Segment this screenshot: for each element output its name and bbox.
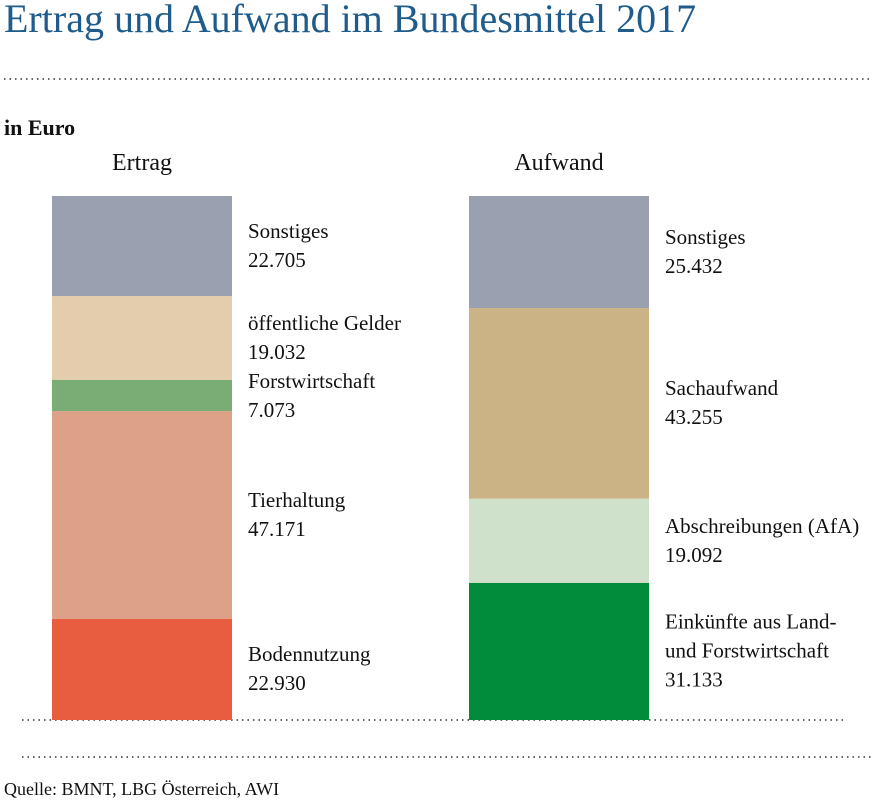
value-label: 22.705 xyxy=(248,248,306,273)
segment-label: Sachaufwand 43.255 xyxy=(665,374,865,432)
segment-label: Forstwirtschaft 7.073 xyxy=(248,367,448,425)
chart-title: Ertrag und Aufwand im Bundesmittel 2017 xyxy=(4,0,696,41)
legend-name: Bodennutzung xyxy=(248,642,371,667)
legend-name: Forstwirtschaft xyxy=(248,368,376,393)
bar-segment xyxy=(52,196,232,297)
value-label: 19.032 xyxy=(248,339,306,364)
legend-name: Sonstiges xyxy=(248,219,329,244)
value-label: 47.171 xyxy=(248,517,306,542)
segment-label: Bodennutzung 22.930 xyxy=(248,640,448,698)
legend-name: Sonstiges xyxy=(665,225,746,250)
bar-segment xyxy=(52,618,232,720)
value-label: 25.432 xyxy=(665,254,723,279)
segment-label: öffentliche Gelder 19.032 xyxy=(248,309,448,367)
legend-name: Sachaufwand xyxy=(665,376,779,401)
segment-label: Abschreibungen (AfA) 19.092 xyxy=(665,512,865,570)
segment-label: Sonstiges 22.705 xyxy=(248,217,448,275)
legend-name: Abschreibungen (AfA) xyxy=(665,513,860,538)
value-label: 7.073 xyxy=(248,397,296,422)
bar-segment xyxy=(469,308,649,499)
legend-name: Einkünfte aus Land- und Forst­wirtschaft xyxy=(665,609,837,663)
bar-segment xyxy=(469,196,649,309)
category-label: Aufwand xyxy=(514,150,603,176)
legend-name: öffentliche Gelder xyxy=(248,310,401,335)
segment-label: Sonstiges 25.432 xyxy=(665,223,865,281)
category-label: Ertrag xyxy=(112,150,172,176)
segment-label: Tierhaltung 47.171 xyxy=(248,486,448,544)
source: Quelle: BMNT, LBG Österreich, AWI xyxy=(4,779,279,799)
legend-name: Tierhaltung xyxy=(248,488,346,513)
segment-label: Einkünfte aus Land- und Forst­wirtschaft… xyxy=(665,608,865,695)
value-label: 31.133 xyxy=(665,667,723,692)
value-label: 43.255 xyxy=(665,405,723,430)
bar-segment xyxy=(52,411,232,619)
bar-segment xyxy=(52,379,232,412)
bar-segment xyxy=(469,582,649,720)
subtitle: in Euro xyxy=(4,115,75,140)
value-label: 22.930 xyxy=(248,671,306,696)
bar-segment xyxy=(52,296,232,380)
bar-segment xyxy=(469,498,649,583)
value-label: 19.092 xyxy=(665,542,723,567)
